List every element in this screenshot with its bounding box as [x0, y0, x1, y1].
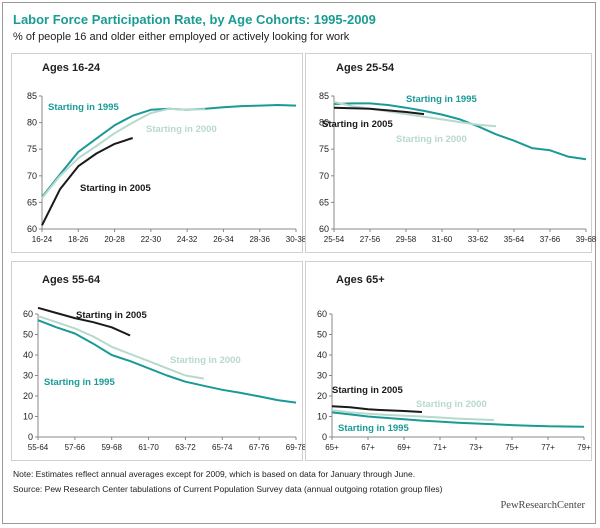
x-tick-label: 30-38 [286, 235, 307, 244]
x-tick-label: 18-26 [68, 235, 89, 244]
series-label: Starting in 2005 [322, 119, 393, 130]
x-tick-label: 67+ [361, 443, 375, 452]
panel-ages-25-54: Ages 25-54 60 65 70 75 80 85 25-54 27-56 29-58 31… [305, 53, 597, 253]
series-label: Starting in 2000 [416, 399, 487, 410]
chart-subtitle: % of people 16 and older either employed… [13, 31, 350, 43]
series-line [37, 306, 131, 337]
x-tick-label: 69+ [397, 443, 411, 452]
series-label: Starting in 2000 [396, 134, 467, 145]
panel-ages-65-plus: Ages 65+ 0 10 20 30 40 50 60 65+ 67+ 69+ 71+ 73+ 75+… [305, 261, 592, 461]
series-line [41, 137, 134, 226]
series-label: Starting in 1995 [48, 102, 119, 113]
series-line [331, 405, 423, 413]
series-label: Starting in 2005 [76, 310, 147, 321]
y-tick-label: 10 [317, 412, 327, 422]
x-tick-label: 73+ [469, 443, 483, 452]
x-tick-label: 59-68 [101, 443, 122, 452]
series-line [333, 100, 497, 128]
y-tick-label: 30 [317, 371, 327, 381]
series-line [333, 102, 587, 161]
panel-ages-16-24: Ages 16-24 60 65 70 75 80 85 16-24 18-26 20-28 22… [11, 53, 307, 253]
panel-title: Ages 16-24 [42, 62, 101, 74]
series-label: Starting in 1995 [338, 423, 409, 434]
series-label: Starting in 1995 [406, 94, 477, 105]
pew-logo: PewResearchCenter [500, 500, 585, 511]
x-tick-label: 65-74 [212, 443, 233, 452]
panel-plot: 0 10 20 30 40 50 60 65+ 67+ 69+ 71+ 73+ 75+ 77+ 79+ Sta… [317, 309, 591, 452]
x-tick-label: 25-54 [324, 235, 345, 244]
x-tick-label: 22-30 [141, 235, 162, 244]
x-tick-label: 29-58 [396, 235, 417, 244]
x-tick-label: 33-62 [468, 235, 489, 244]
y-tick-label: 85 [319, 91, 329, 101]
chart-source: Source: Pew Research Center tabulations … [13, 484, 443, 494]
y-tick-label: 60 [23, 309, 33, 319]
x-tick-label: 31-60 [432, 235, 453, 244]
x-tick-label: 26-34 [213, 235, 234, 244]
y-tick-label: 80 [319, 118, 329, 128]
series-line [331, 409, 495, 421]
x-tick-label: 65+ [325, 443, 339, 452]
panel-title: Ages 65+ [336, 274, 385, 286]
series-label: Starting in 2000 [170, 355, 241, 366]
y-tick-label: 50 [317, 330, 327, 340]
x-tick-label: 24-32 [177, 235, 198, 244]
y-tick-label: 80 [27, 118, 37, 128]
x-tick-label: 79+ [577, 443, 591, 452]
panel-plot: 0 10 20 30 40 50 60 55-64 57-66 59-68 61-70 63-72 65… [23, 306, 307, 452]
chart-note: Note: Estimates reflect annual averages … [13, 469, 416, 479]
y-tick-label: 20 [23, 391, 33, 401]
x-tick-label: 67-76 [249, 443, 270, 452]
x-tick-label: 69-78 [286, 443, 307, 452]
panel-plot: 60 65 70 75 80 85 25-54 27-56 29-58 31-60 33-62 35-… [319, 91, 597, 244]
panel-plot: 60 65 70 75 80 85 16-24 18-26 20-28 22-30 24-32 26-… [27, 91, 307, 244]
y-tick-label: 20 [317, 391, 327, 401]
x-tick-label: 16-24 [32, 235, 53, 244]
x-tick-label: 63-72 [175, 443, 196, 452]
y-tick-label: 60 [317, 309, 327, 319]
series-label: Starting in 2000 [146, 124, 217, 135]
series-label: Starting in 1995 [44, 377, 115, 388]
y-tick-label: 0 [322, 432, 327, 442]
x-tick-label: 61-70 [138, 443, 159, 452]
series-line [37, 319, 297, 404]
y-tick-label: 50 [23, 330, 33, 340]
x-tick-label: 37-66 [540, 235, 561, 244]
y-tick-label: 0 [28, 432, 33, 442]
panel-ages-55-64: Ages 55-64 0 10 20 30 40 50 60 55-64 57-66 59-68 6… [11, 261, 307, 461]
y-tick-label: 65 [27, 197, 37, 207]
x-tick-label: 28-36 [249, 235, 270, 244]
y-tick-label: 85 [27, 91, 37, 101]
chart-title: Labor Force Participation Rate, by Age C… [13, 12, 376, 27]
x-tick-label: 55-64 [28, 443, 49, 452]
x-tick-label: 39-68 [576, 235, 597, 244]
series-line [41, 107, 206, 199]
y-tick-label: 75 [319, 144, 329, 154]
x-tick-label: 57-66 [65, 443, 86, 452]
panel-title: Ages 25-54 [336, 62, 395, 74]
x-tick-label: 35-64 [504, 235, 525, 244]
y-tick-label: 40 [23, 350, 33, 360]
y-tick-label: 70 [27, 171, 37, 181]
y-tick-label: 70 [319, 171, 329, 181]
y-tick-label: 75 [27, 144, 37, 154]
series-label: Starting in 2005 [80, 183, 151, 194]
y-tick-label: 40 [317, 350, 327, 360]
panel-title: Ages 55-64 [42, 274, 101, 286]
x-tick-label: 77+ [541, 443, 555, 452]
x-tick-label: 71+ [433, 443, 447, 452]
x-tick-label: 75+ [505, 443, 519, 452]
y-tick-label: 30 [23, 371, 33, 381]
series-line [37, 315, 205, 380]
y-tick-label: 60 [319, 224, 329, 234]
series-line [333, 106, 425, 116]
y-tick-label: 65 [319, 197, 329, 207]
series-label: Starting in 2005 [332, 385, 403, 396]
x-tick-label: 27-56 [360, 235, 381, 244]
series-line [331, 411, 585, 428]
y-tick-label: 60 [27, 224, 37, 234]
x-tick-label: 20-28 [104, 235, 125, 244]
y-tick-label: 10 [23, 412, 33, 422]
